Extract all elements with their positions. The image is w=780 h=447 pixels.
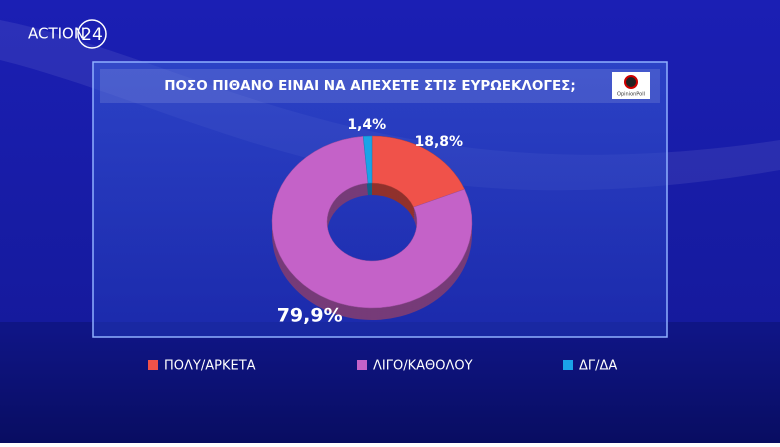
- slice: [271, 136, 473, 309]
- title-bar: [100, 69, 660, 103]
- legend-label: ΛΙΓΟ/ΚΑΘΟΛΟΥ: [373, 359, 473, 374]
- source-logo-icon: [624, 75, 638, 89]
- channel-logo: ACTION: [28, 25, 85, 43]
- legend-swatch: [148, 360, 158, 370]
- value-label: 1,4%: [347, 117, 386, 133]
- legend-swatch: [563, 360, 573, 370]
- floor: [0, 322, 780, 443]
- chart-title: ΠΟΣΟ ΠΙΘΑΝΟ ΕΙΝΑΙ ΝΑ ΑΠΕΧΕΤΕ ΣΤΙΣ ΕΥΡΩΕΚ…: [164, 78, 576, 94]
- source-logo: OpinionPoll: [617, 92, 645, 98]
- slice: [362, 135, 373, 184]
- value-label: 18,8%: [414, 134, 463, 150]
- channel-number: 24: [81, 25, 103, 45]
- value-label: 79,9%: [277, 305, 343, 327]
- legend-swatch: [357, 360, 367, 370]
- logo-ring: [77, 19, 107, 49]
- slice: [371, 135, 465, 208]
- legend-label: ΔΓ/ΔΑ: [579, 359, 617, 374]
- legend-label: ΠΟΛΥ/ΑΡΚΕΤΑ: [164, 359, 256, 374]
